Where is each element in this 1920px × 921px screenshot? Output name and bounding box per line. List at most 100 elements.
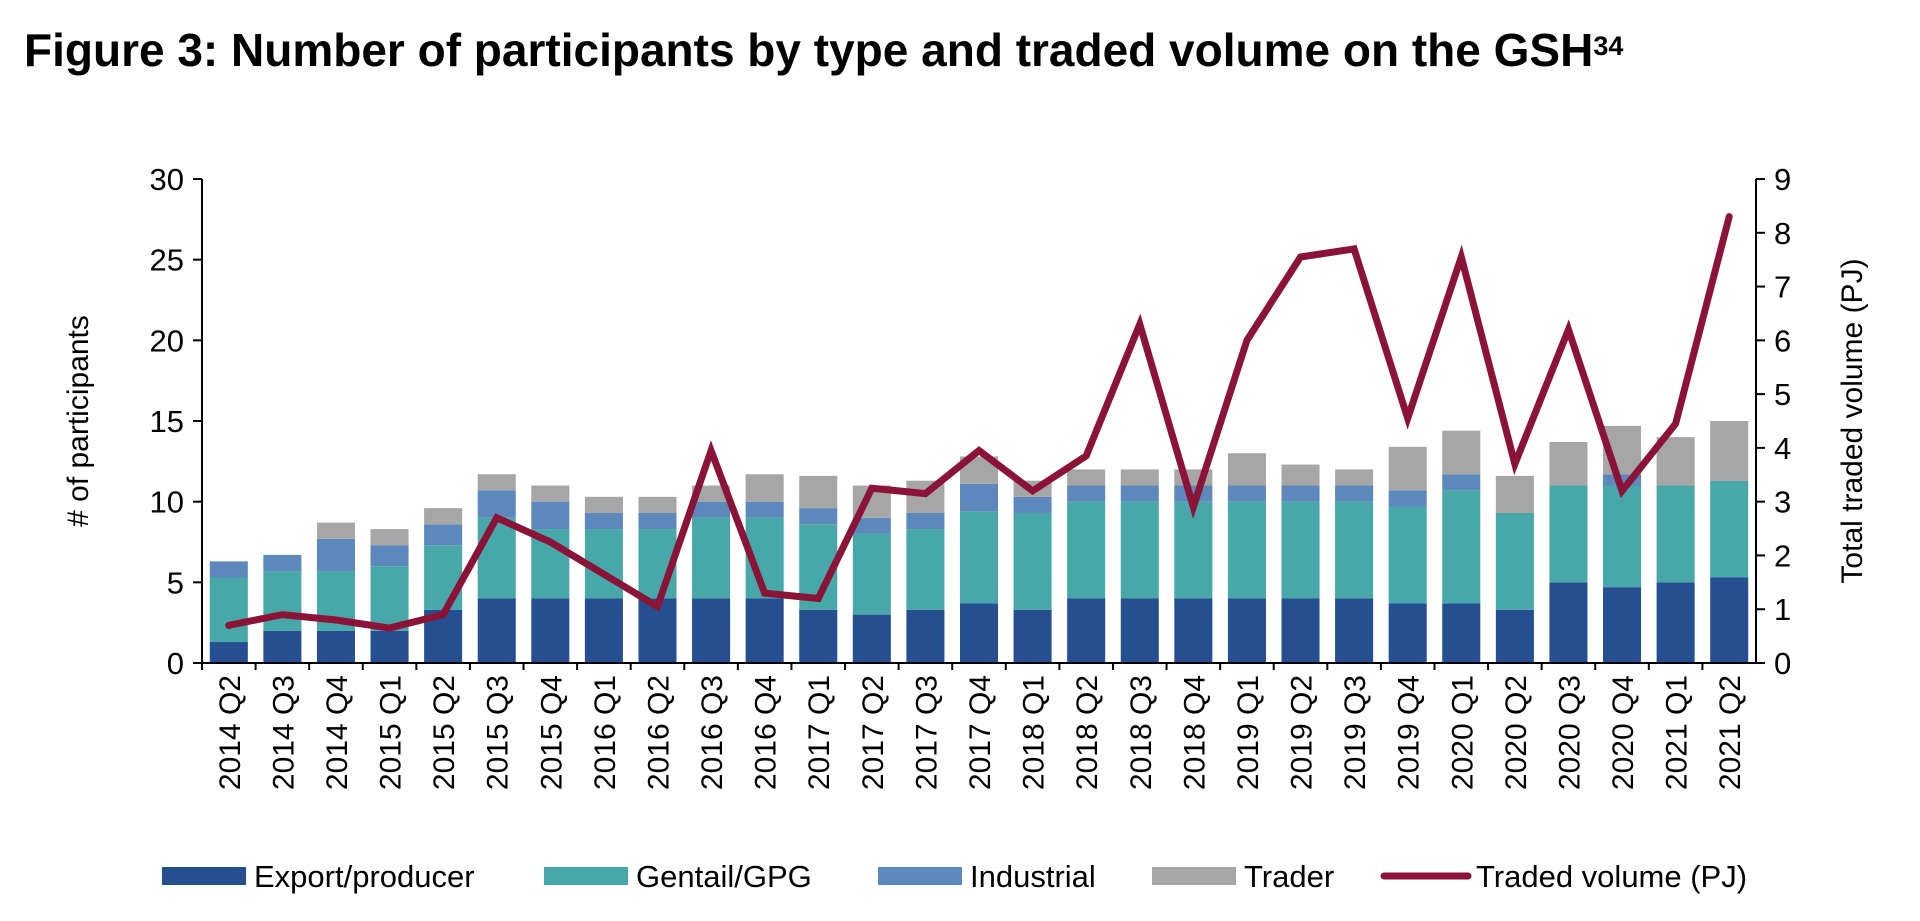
x-tick-label: 2020 Q4 — [1607, 675, 1640, 790]
bar-export-producer-2019-q2 — [1281, 598, 1320, 663]
bar-gentail-gpg-2017-q3 — [906, 529, 945, 610]
bar-export-producer-2014-q4 — [316, 630, 355, 663]
y-tick-label: 0 — [167, 646, 184, 681]
x-tick-label: 2018 Q4 — [1178, 675, 1211, 790]
legend-label-export-producer: Export/producer — [254, 859, 475, 894]
bar-trader-2015-q1 — [370, 529, 409, 546]
bar-industrial-2020-q1 — [1442, 474, 1481, 491]
y2-tick-label: 1 — [1774, 592, 1791, 627]
x-tick-label: 2019 Q3 — [1339, 675, 1372, 790]
bar-industrial-2014-q3 — [263, 554, 302, 572]
bar-export-producer-2018-q2 — [1067, 598, 1106, 663]
legend-swatch-industrial — [878, 867, 962, 885]
x-tick-label: 2021 Q1 — [1661, 675, 1694, 790]
bar-export-producer-2016-q4 — [745, 598, 784, 663]
y2-tick-label: 4 — [1774, 431, 1791, 466]
legend-label-traded-volume-pj: Traded volume (PJ) — [1476, 859, 1747, 894]
x-tick-label: 2017 Q2 — [857, 675, 890, 790]
bar-industrial-2018-q3 — [1120, 485, 1159, 502]
bar-trader-2016-q4 — [745, 474, 784, 502]
bar-export-producer-2014-q3 — [263, 630, 302, 663]
bar-gentail-gpg-2018-q3 — [1120, 501, 1159, 599]
bar-export-producer-2021-q2 — [1710, 577, 1749, 663]
legend-label-trader: Trader — [1244, 859, 1334, 894]
y-tick-label: 30 — [150, 162, 184, 197]
x-tick-label: 2016 Q1 — [589, 675, 622, 790]
bar-industrial-2019-q1 — [1227, 485, 1266, 502]
bar-gentail-gpg-2019-q2 — [1281, 501, 1320, 599]
bar-trader-2015-q2 — [424, 508, 463, 525]
bar-export-producer-2017-q3 — [906, 609, 945, 663]
bar-gentail-gpg-2021-q2 — [1710, 480, 1749, 578]
legend-swatch-export-producer — [162, 867, 246, 885]
ticks-layer: 0 5 10 15 20 25 30 0 1 2 3 4 5 6 7 8 9 2014 Q2 2014 Q3 2014… — [150, 162, 1792, 790]
bar-gentail-gpg-2020-q2 — [1495, 512, 1534, 610]
bar-export-producer-2018-q1 — [1013, 609, 1052, 663]
bar-trader-2016-q1 — [584, 496, 623, 513]
x-tick-label: 2018 Q1 — [1018, 675, 1051, 790]
bar-export-producer-2020-q2 — [1495, 609, 1534, 663]
x-tick-label: 2018 Q3 — [1125, 675, 1158, 790]
x-tick-label: 2016 Q3 — [696, 675, 729, 790]
x-tick-label: 2020 Q2 — [1500, 675, 1533, 790]
chart-title-footnote: 34 — [1593, 31, 1624, 61]
bar-export-producer-2019-q1 — [1227, 598, 1266, 663]
legend: Export/producer Gentail/GPG Industrial Trad… — [162, 859, 1747, 894]
bar-trader-2021-q2 — [1710, 421, 1749, 481]
x-tick-label: 2017 Q3 — [910, 675, 943, 790]
bar-trader-2015-q3 — [477, 474, 516, 491]
bar-export-producer-2015-q1 — [370, 630, 409, 663]
bar-trader-2017-q1 — [799, 475, 838, 509]
bar-trader-2019-q1 — [1227, 453, 1266, 486]
y2-tick-label: 6 — [1774, 323, 1791, 358]
bar-export-producer-2020-q3 — [1549, 582, 1588, 663]
x-tick-label: 2015 Q1 — [375, 675, 408, 790]
bar-gentail-gpg-2017-q4 — [959, 511, 999, 604]
bar-gentail-gpg-2020-q4 — [1603, 485, 1642, 588]
bar-industrial-2016-q1 — [584, 512, 623, 530]
bar-export-producer-2017-q2 — [852, 614, 891, 663]
legend-label-gentail-gpg: Gentail/GPG — [636, 859, 812, 894]
bar-gentail-gpg-2020-q1 — [1442, 490, 1481, 604]
legend-label-industrial: Industrial — [970, 859, 1096, 894]
y2-tick-label: 0 — [1774, 646, 1791, 681]
bar-industrial-2014-q2 — [209, 561, 248, 578]
x-tick-label: 2019 Q4 — [1393, 675, 1426, 790]
bar-industrial-2014-q4 — [316, 538, 355, 572]
y2-tick-label: 2 — [1774, 538, 1791, 573]
bar-export-producer-2017-q1 — [799, 609, 838, 663]
y2-tick-label: 3 — [1774, 485, 1791, 520]
bar-industrial-2015-q1 — [370, 545, 409, 567]
bar-industrial-2017-q4 — [959, 483, 999, 512]
x-tick-label: 2015 Q3 — [482, 675, 515, 790]
bar-trader-2019-q2 — [1281, 464, 1320, 486]
bar-industrial-2015-q4 — [531, 501, 570, 530]
bar-export-producer-2015-q4 — [531, 598, 570, 663]
bar-industrial-2016-q4 — [745, 501, 784, 518]
bar-export-producer-2017-q4 — [959, 603, 999, 663]
y-tick-label: 15 — [150, 404, 184, 439]
bar-gentail-gpg-2015-q1 — [370, 566, 409, 631]
bar-industrial-2015-q2 — [424, 524, 463, 546]
chart-title: Figure 3: Number of participants by type… — [24, 22, 1623, 78]
x-tick-label: 2014 Q2 — [214, 675, 247, 790]
line-layer — [225, 213, 1733, 632]
bar-export-producer-2021-q1 — [1656, 582, 1695, 663]
bar-industrial-2016-q3 — [692, 501, 731, 518]
legend-swatch-gentail-gpg — [544, 867, 628, 885]
bar-industrial-2018-q4 — [1174, 485, 1213, 502]
bar-gentail-gpg-2018-q2 — [1067, 501, 1106, 599]
bar-industrial-2019-q3 — [1335, 485, 1374, 502]
bar-export-producer-2019-q3 — [1335, 598, 1374, 663]
y-tick-label: 5 — [167, 565, 184, 600]
y-axis-label: # of participants — [62, 315, 95, 527]
bar-gentail-gpg-2016-q3 — [692, 517, 731, 599]
y2-tick-label: 8 — [1774, 216, 1791, 251]
bar-industrial-2019-q4 — [1388, 490, 1427, 507]
bar-gentail-gpg-2018-q1 — [1013, 512, 1052, 610]
x-tick-label: 2018 Q2 — [1071, 675, 1104, 790]
bar-trader-2016-q2 — [638, 496, 677, 513]
x-tick-label: 2020 Q3 — [1553, 675, 1586, 790]
bar-gentail-gpg-2020-q3 — [1549, 485, 1588, 583]
